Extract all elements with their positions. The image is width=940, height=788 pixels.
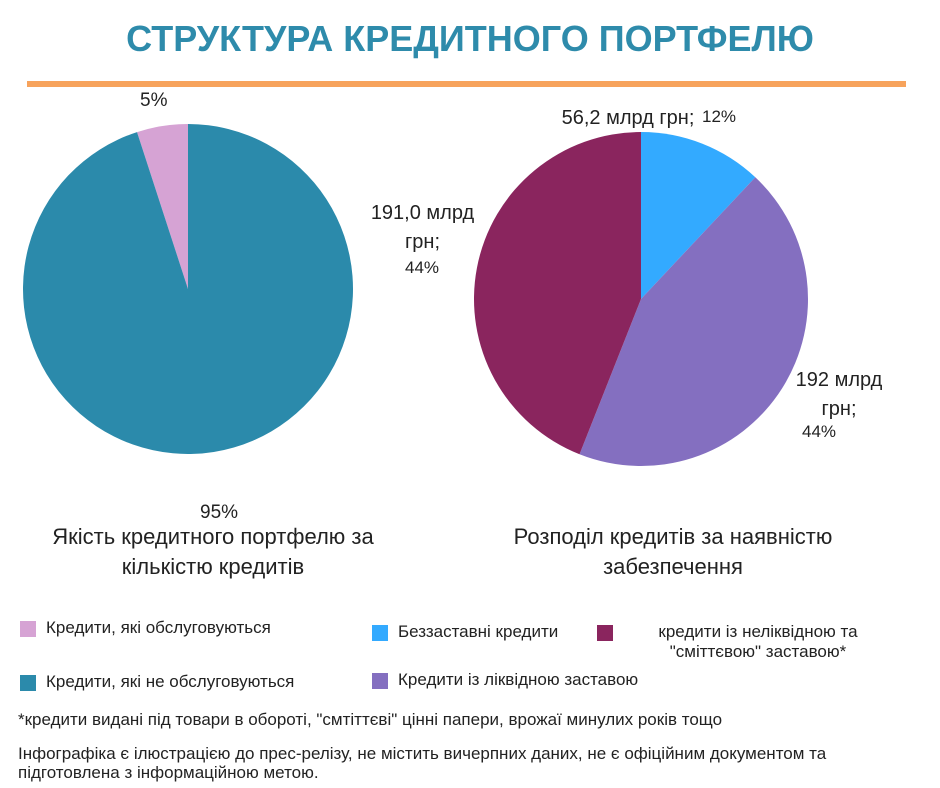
legend-swatch	[20, 621, 36, 637]
chart-title: Якість кредитного портфелю за кількістю …	[52, 524, 374, 579]
legend-label: Беззаставні кредити	[398, 622, 559, 641]
divider	[27, 81, 906, 87]
legend-swatch	[20, 675, 36, 691]
legend-swatch	[372, 625, 388, 641]
legend-label: Кредити із ліквідною заставою	[398, 670, 639, 689]
pie-slice	[579, 177, 809, 467]
legend-swatch	[597, 625, 613, 641]
chart-title: Розподіл кредитів за наявністю забезпече…	[513, 524, 833, 579]
legend-label: Кредити, які не обслуговуються	[46, 672, 295, 691]
legend-label: Кредити, які обслуговуються	[46, 618, 271, 637]
value-label: 12%	[702, 107, 737, 126]
page-title: СТРУКТУРА КРЕДИТНОГО ПОРТФЕЛЮ	[126, 18, 814, 59]
value-label: 44%	[405, 258, 440, 277]
amount-label: 192 млрд грн;	[795, 369, 883, 420]
value-label: 95%	[200, 502, 239, 523]
pie-slice	[473, 131, 641, 455]
disclaimer: Інфографіка є ілюстрацією до прес-релізу…	[18, 744, 827, 782]
pie-slice	[137, 124, 188, 289]
pie-slice	[22, 124, 353, 455]
footnote: *кредити видані під товари в обороті, "с…	[18, 710, 723, 729]
pie-slice	[641, 132, 756, 299]
amount-label: 191,0 млрд грн;	[370, 202, 475, 253]
value-label: 5%	[140, 90, 168, 111]
value-label: 44%	[802, 422, 837, 441]
amount-label: 56,2 млрд грн;	[561, 107, 695, 129]
legend-swatch	[372, 673, 388, 689]
legend-label: кредити із неліквідною та "сміттєвою" за…	[658, 622, 858, 661]
